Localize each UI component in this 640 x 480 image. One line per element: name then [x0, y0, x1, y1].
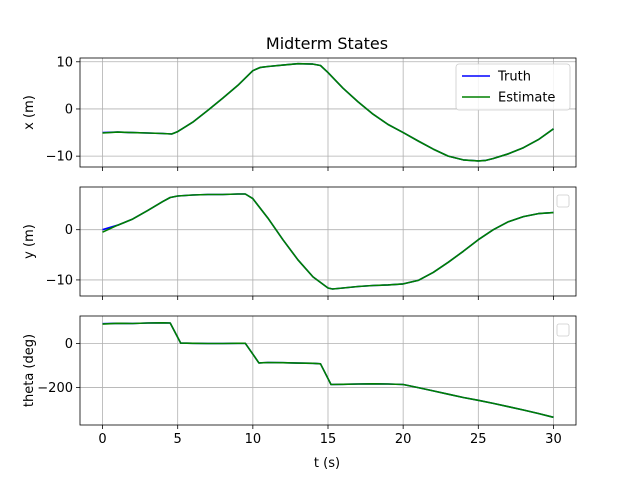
legend-box-empty — [556, 194, 570, 208]
x-tick-label: 25 — [470, 432, 487, 447]
x-tick-label: 15 — [320, 432, 337, 447]
legend-entry: Estimate — [498, 91, 555, 106]
y-tick-label: 10 — [56, 55, 73, 70]
y-axis-label: theta (deg) — [22, 334, 37, 407]
y-tick-label: −10 — [46, 273, 73, 288]
legend-entry: Truth — [497, 70, 531, 85]
y-tick-label: 0 — [65, 102, 73, 117]
x-tick-label: 0 — [98, 432, 106, 447]
x-tick-label: 30 — [545, 432, 562, 447]
chart-title: Midterm States — [266, 34, 388, 53]
axes-frame — [79, 186, 577, 297]
legend — [556, 323, 570, 337]
legend-box-empty — [556, 323, 570, 337]
series-line-estimate — [102, 321, 554, 419]
x-tick-label: 20 — [395, 432, 412, 447]
y-tick-label: −10 — [46, 150, 73, 165]
legend — [556, 194, 570, 208]
y-tick-label: −200 — [37, 381, 73, 396]
subplots: 10 0 −10 x (m) Truth Estimate 0 −10 y (m) 0 5 10 15 2… — [22, 55, 577, 447]
x-tick-label: 10 — [245, 432, 262, 447]
subplot-1: 10 0 −10 x (m) Truth Estimate — [22, 55, 577, 171]
axes-frame — [79, 315, 577, 426]
x-axis-label: t (s) — [314, 456, 340, 471]
y-tick-label: 0 — [65, 337, 73, 352]
series-line-estimate — [102, 62, 554, 162]
y-tick-label: 0 — [65, 223, 73, 238]
axes-frame — [79, 57, 577, 168]
legend: Truth Estimate — [455, 63, 571, 111]
y-axis-label: y (m) — [22, 224, 37, 259]
x-tick-label: 5 — [174, 432, 182, 447]
series-line-estimate — [102, 193, 554, 290]
y-axis-label: x (m) — [22, 95, 37, 130]
subplot-2: 0 −10 y (m) — [22, 186, 577, 300]
